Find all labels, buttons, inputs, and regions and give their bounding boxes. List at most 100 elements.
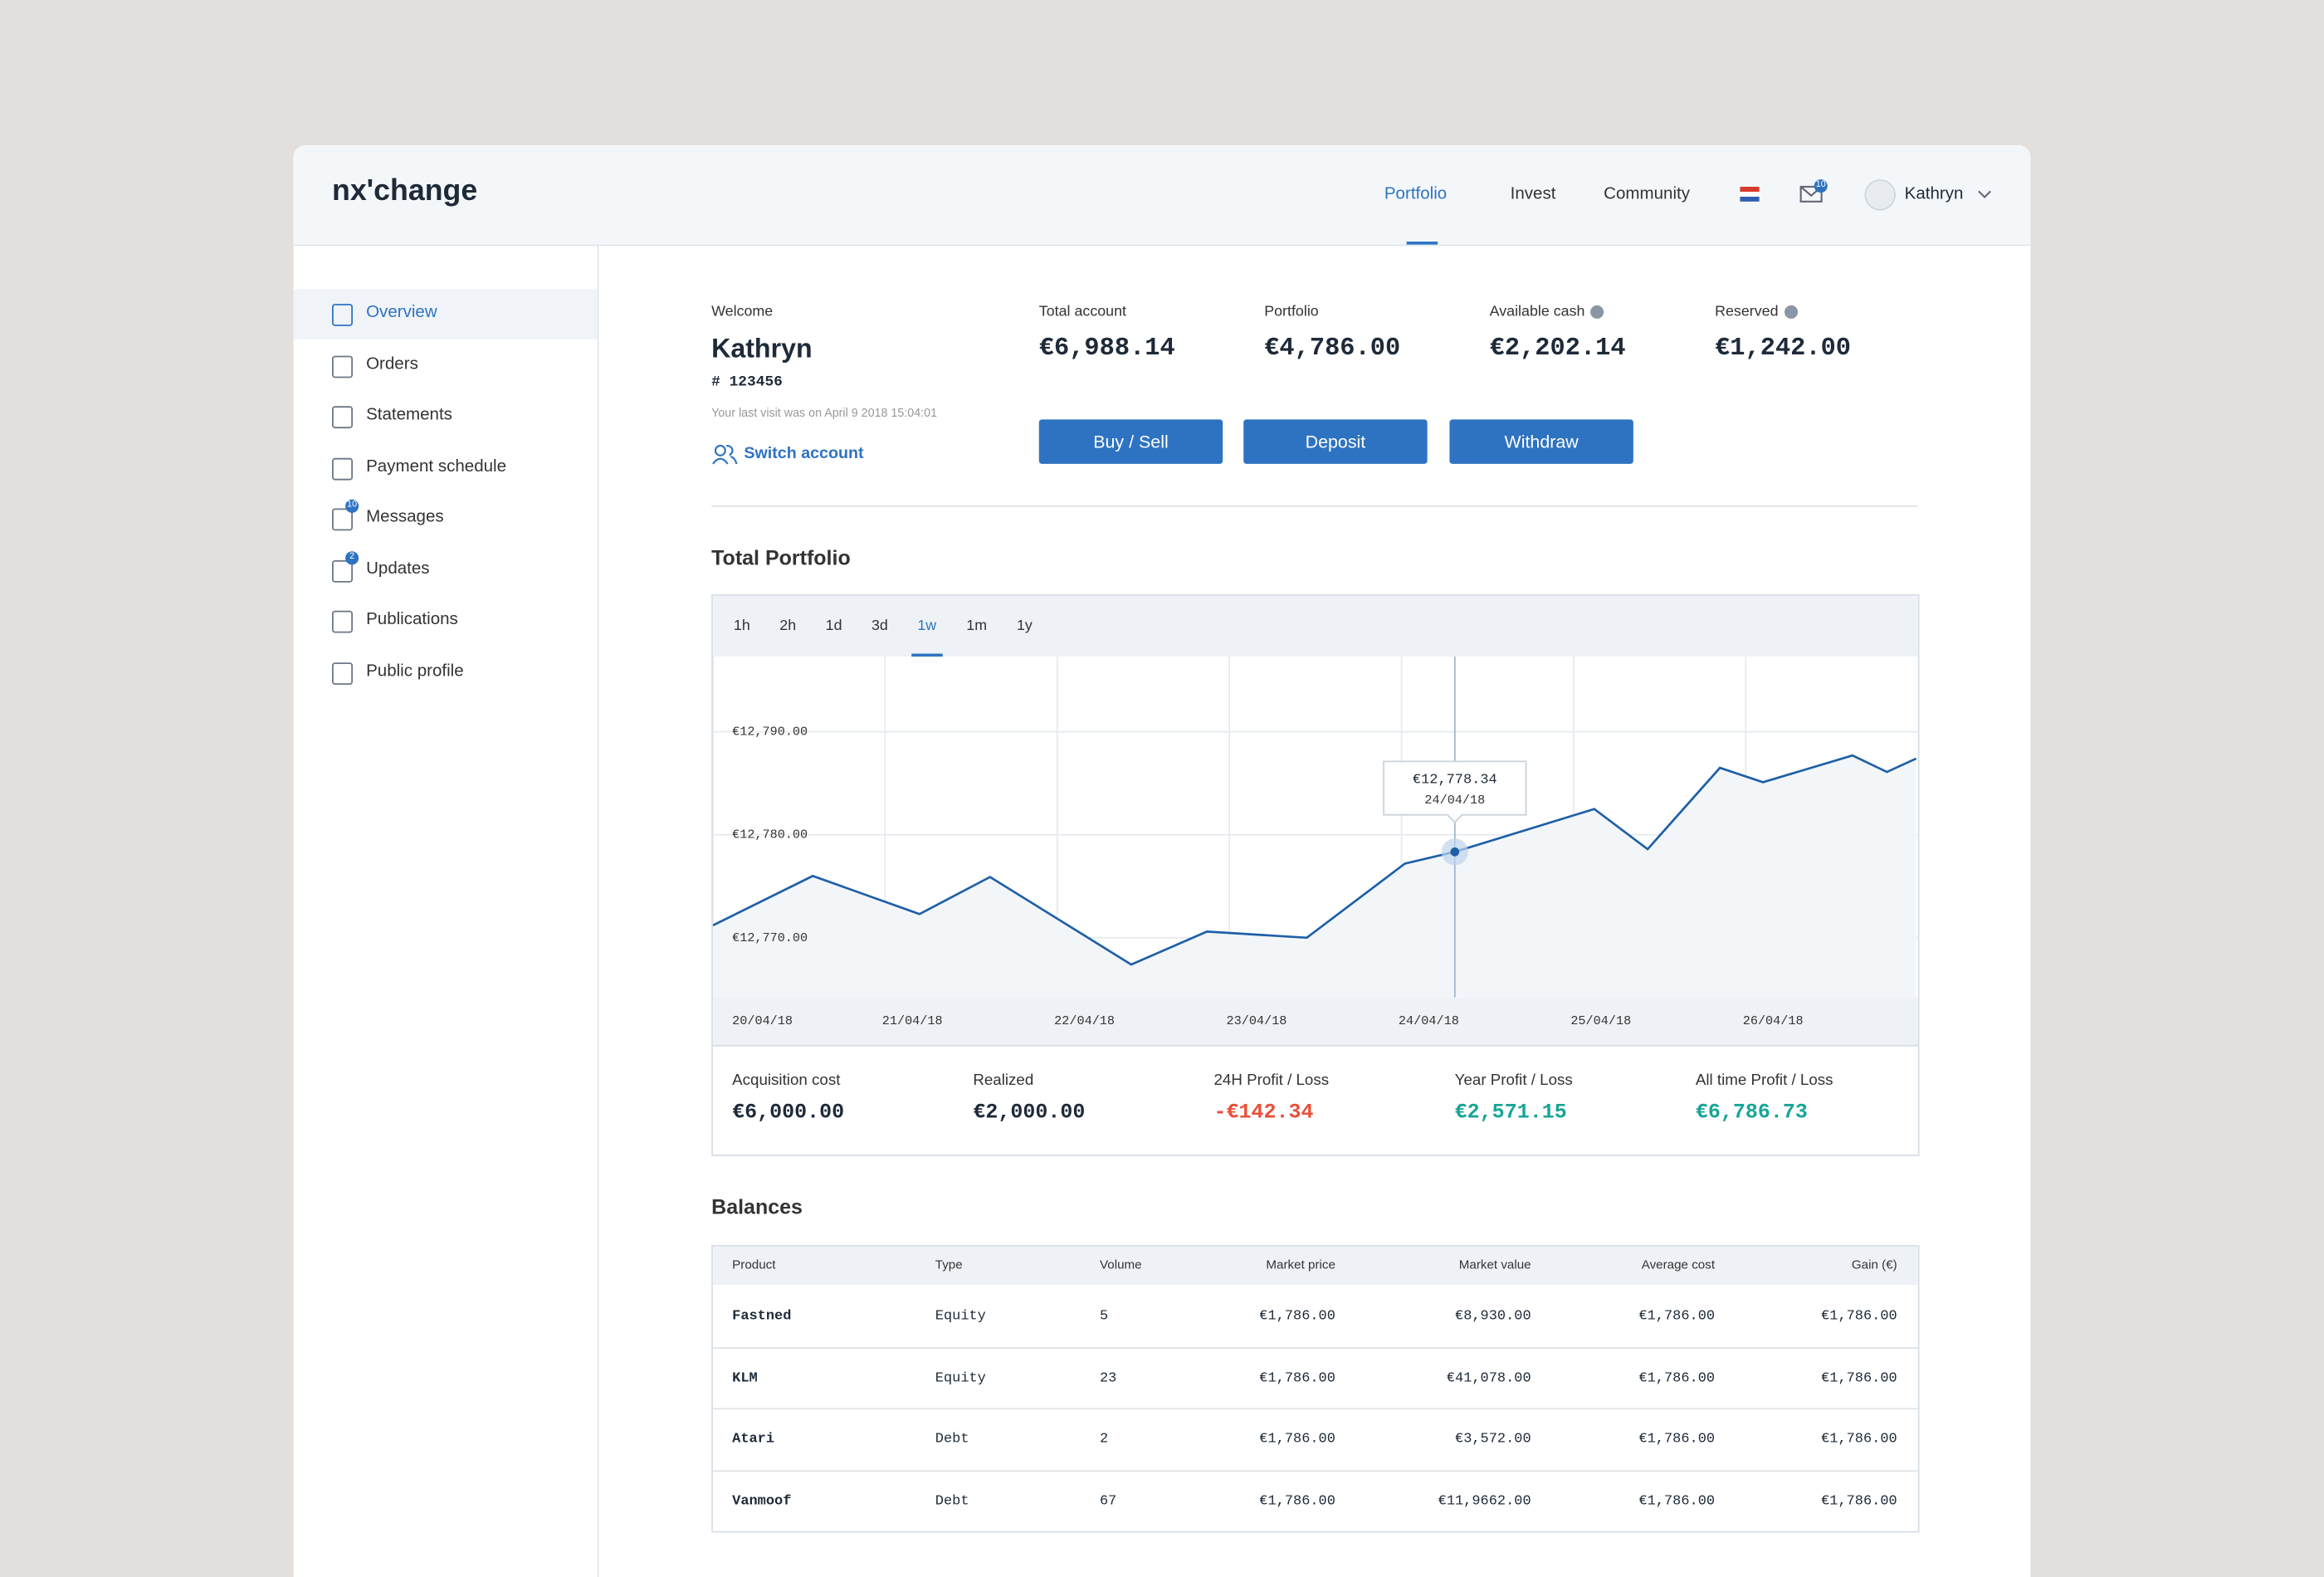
logo[interactable]: nx'change bbox=[331, 174, 478, 208]
range-tab[interactable]: 1w bbox=[917, 618, 937, 635]
chevron[interactable] bbox=[1977, 190, 1992, 199]
nav-item[interactable]: Invest bbox=[1510, 185, 1556, 203]
column-header: Type bbox=[935, 1257, 963, 1272]
sidebar-icon[interactable] bbox=[331, 354, 353, 378]
row-divider bbox=[712, 1469, 1918, 1472]
button[interactable]: Withdraw bbox=[1449, 419, 1633, 464]
summary-label: All time Profit / Loss bbox=[1695, 1072, 1833, 1090]
sidebar-icon[interactable] bbox=[331, 559, 353, 582]
range-tab[interactable]: 1h bbox=[733, 618, 750, 635]
point bbox=[1450, 847, 1460, 857]
x-tick-label: 24/04/18 bbox=[1398, 1013, 1459, 1029]
last-visit: Your last visit was on April 9 2018 15:0… bbox=[711, 406, 938, 420]
y-tick-label: €12,770.00 bbox=[732, 930, 808, 945]
button[interactable]: Deposit bbox=[1243, 419, 1428, 464]
summary-label: Acquisition cost bbox=[732, 1072, 841, 1090]
range-tab[interactable]: 1d bbox=[825, 618, 842, 635]
switch-icon[interactable] bbox=[711, 443, 738, 466]
sidebar-item[interactable]: Payment schedule bbox=[366, 456, 507, 476]
y-tick-label: €12,790.00 bbox=[732, 725, 808, 740]
stat-value: €6,988.14 bbox=[1038, 334, 1175, 364]
section-title: Total Portfolio bbox=[711, 545, 851, 569]
cell: 23 bbox=[1099, 1369, 1117, 1385]
flag[interactable] bbox=[1740, 186, 1760, 202]
column-header: Product bbox=[732, 1257, 776, 1272]
nav-item[interactable]: Community bbox=[1604, 185, 1690, 203]
cell: Equity bbox=[935, 1306, 986, 1324]
sidebar-icon[interactable] bbox=[331, 304, 353, 326]
switch-account[interactable]: Switch account bbox=[744, 444, 864, 463]
x-axis-band bbox=[712, 997, 1918, 1047]
sidebar-icon[interactable] bbox=[331, 610, 353, 633]
avatar[interactable] bbox=[1864, 179, 1896, 211]
sidebar-icon[interactable] bbox=[331, 508, 353, 531]
range-tab[interactable]: 3d bbox=[871, 618, 888, 635]
sidebar-item[interactable]: Statements bbox=[366, 406, 452, 424]
row-divider bbox=[712, 1346, 1918, 1349]
cell: €1,786.00 bbox=[1821, 1306, 1897, 1324]
x-tick-label: 20/04/18 bbox=[732, 1013, 793, 1029]
range-underline bbox=[911, 653, 943, 657]
x-tick-label: 25/04/18 bbox=[1570, 1013, 1632, 1029]
user-name[interactable]: Kathryn bbox=[1904, 185, 1964, 203]
summary-label: 24H Profit / Loss bbox=[1213, 1072, 1330, 1090]
summary-label: Realized bbox=[973, 1072, 1034, 1090]
cell: €1,786.00 bbox=[1259, 1492, 1335, 1508]
range-tab[interactable]: 1y bbox=[1016, 618, 1033, 635]
table bbox=[711, 1244, 1920, 1533]
sidebar-icon[interactable] bbox=[331, 406, 353, 429]
summary-value: €2,000.00 bbox=[973, 1101, 1086, 1125]
cell: €3,572.00 bbox=[1455, 1430, 1531, 1447]
cell: Debt bbox=[935, 1492, 969, 1508]
summary-value: -€142.34 bbox=[1213, 1101, 1314, 1125]
nav-item[interactable]: Portfolio bbox=[1384, 185, 1448, 203]
table-header bbox=[712, 1246, 1918, 1286]
line bbox=[712, 754, 1917, 966]
cell: €1,786.00 bbox=[1259, 1306, 1335, 1324]
cell: €1,786.00 bbox=[1638, 1369, 1716, 1385]
badge: 2 bbox=[345, 550, 359, 564]
tooltip: €12,778.34 24/04/18 bbox=[1383, 760, 1527, 823]
column-header: Market value bbox=[1458, 1257, 1531, 1272]
summary-value: €6,000.00 bbox=[732, 1101, 845, 1125]
x-tick-label: 22/04/18 bbox=[1054, 1013, 1116, 1029]
range-tab[interactable]: 2h bbox=[779, 618, 797, 635]
sidebar-item[interactable]: Messages bbox=[366, 508, 444, 526]
sidebar-item[interactable]: Publications bbox=[366, 610, 458, 629]
button[interactable]: Buy / Sell bbox=[1038, 419, 1223, 464]
cell: €1,786.00 bbox=[1638, 1492, 1716, 1508]
divider bbox=[711, 505, 1918, 507]
cell: €1,786.00 bbox=[1259, 1430, 1335, 1447]
column-header: Gain (€) bbox=[1851, 1257, 1897, 1272]
cell: 5 bbox=[1099, 1306, 1109, 1324]
x-tick-label: 26/04/18 bbox=[1742, 1013, 1804, 1029]
x-tick-label: 23/04/18 bbox=[1226, 1013, 1287, 1029]
chart: €12,770.00 €12,780.00 €12,790.00 €12,778.34… bbox=[712, 657, 1918, 998]
sidebar-item[interactable]: Updates bbox=[366, 559, 430, 578]
sidebar-item[interactable]: Orders bbox=[366, 354, 418, 374]
column-header: Volume bbox=[1099, 1257, 1142, 1272]
sidebar-icon[interactable] bbox=[331, 456, 353, 480]
welcome: Welcome bbox=[711, 304, 774, 320]
tooltip-value: €12,778.34 bbox=[1413, 772, 1497, 788]
range-tab[interactable]: 1m bbox=[966, 618, 988, 635]
cell: €1,786.00 bbox=[1821, 1369, 1897, 1385]
column-header: Average cost bbox=[1641, 1257, 1716, 1272]
sidebar-item[interactable]: Overview bbox=[366, 304, 437, 322]
sidebar-item[interactable]: Public profile bbox=[366, 662, 464, 680]
sidebar-icon[interactable] bbox=[331, 662, 353, 685]
cell: €41,078.00 bbox=[1446, 1369, 1531, 1385]
stat-label: Portfolio bbox=[1264, 304, 1319, 320]
summary-value: €2,571.15 bbox=[1454, 1101, 1567, 1125]
y-tick-label: €12,780.00 bbox=[732, 828, 808, 842]
stat-label: Available cash bbox=[1489, 304, 1585, 320]
sidebar-divider bbox=[597, 246, 599, 1577]
badge: 10 bbox=[1814, 179, 1828, 193]
cell: Equity bbox=[935, 1369, 986, 1385]
stat-value: €2,202.14 bbox=[1489, 334, 1626, 364]
cell: €8,930.00 bbox=[1455, 1306, 1531, 1324]
cell: €1,786.00 bbox=[1638, 1306, 1716, 1324]
cell: Vanmoof bbox=[732, 1492, 792, 1508]
badge: 10 bbox=[345, 499, 359, 513]
